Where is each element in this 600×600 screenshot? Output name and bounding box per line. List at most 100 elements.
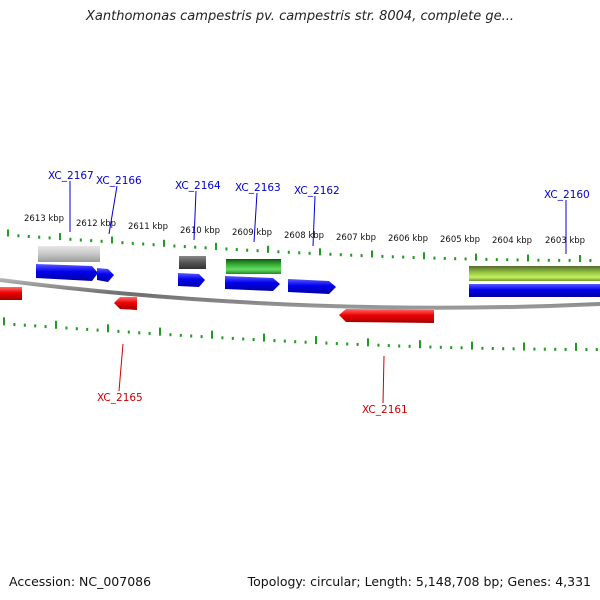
topology-summary: Topology: circular; Length: 5,148,708 bp…	[247, 574, 591, 589]
minor-tick	[589, 259, 592, 262]
gene-label-xc-2163[interactable]: XC_2163	[235, 182, 281, 194]
minor-tick	[194, 245, 197, 249]
minor-tick	[502, 347, 505, 351]
minor-tick	[356, 342, 359, 346]
feature-bar-gray[interactable]	[38, 246, 100, 262]
genome-title: Xanthomonas campestris pv. campestris st…	[86, 9, 514, 24]
major-tick	[315, 336, 317, 345]
minor-tick	[558, 258, 561, 262]
minor-tick	[69, 237, 72, 241]
forward-leader-lines	[69, 181, 567, 254]
minor-tick	[65, 326, 68, 330]
gene-arrow-forward[interactable]	[178, 273, 205, 287]
gene-arrow-forward[interactable]	[36, 264, 98, 281]
kbp-label: 2611 kbp	[128, 222, 168, 232]
minor-tick	[377, 343, 380, 347]
minor-tick	[173, 244, 176, 248]
minor-tick	[329, 252, 332, 256]
gene-label-xc-2160[interactable]: XC_2160	[544, 189, 590, 201]
minor-tick	[148, 331, 151, 335]
minor-tick	[27, 235, 30, 238]
kbp-label: 2613 kbp	[24, 214, 64, 224]
minor-tick	[242, 337, 245, 341]
minor-tick	[533, 347, 536, 351]
gene-bar-reverse[interactable]	[0, 287, 22, 300]
gene-arrow-forward[interactable]	[225, 276, 280, 291]
reverse-leader-lines	[118, 343, 385, 404]
kbp-label: 2606 kbp	[388, 234, 428, 244]
gene-arrow-reverse[interactable]	[114, 297, 137, 310]
major-tick	[55, 320, 57, 329]
kbp-label: 2608 kbp	[284, 231, 324, 241]
minor-tick	[179, 333, 182, 337]
minor-tick	[491, 347, 494, 350]
minor-tick	[44, 325, 47, 329]
gene-arrow-forward[interactable]	[97, 268, 114, 282]
minor-tick	[543, 347, 546, 351]
minor-tick	[252, 338, 255, 341]
minor-tick	[350, 253, 353, 257]
kbp-label: 2607 kbp	[336, 233, 376, 243]
gene-label-xc-2167[interactable]: XC_2167	[48, 170, 94, 182]
major-tick	[471, 341, 473, 350]
minor-tick	[398, 344, 401, 348]
minor-tick	[460, 346, 463, 350]
major-tick	[579, 255, 581, 262]
minor-tick	[554, 347, 557, 351]
feature-bar-dark[interactable]	[179, 256, 206, 269]
gene-label-xc-2165[interactable]: XC_2165	[97, 392, 143, 404]
major-tick	[7, 229, 9, 237]
gene-label-xc-2161[interactable]: XC_2161	[362, 404, 408, 416]
minor-tick	[96, 328, 99, 332]
feature-bar-olive[interactable]	[469, 266, 600, 281]
gene-arrow-reverse[interactable]	[339, 309, 434, 323]
minor-tick	[433, 256, 436, 260]
kbp-label: 2603 kbp	[545, 236, 585, 246]
outer-tick-ring	[7, 229, 592, 262]
minor-tick	[190, 334, 193, 338]
minor-tick	[339, 253, 342, 257]
kbp-scale: 2613 kbp 2612 kbp 2611 kbp 2610 kbp 2609…	[24, 214, 585, 246]
minor-tick	[273, 339, 276, 343]
minor-tick	[204, 246, 207, 250]
minor-tick	[564, 347, 567, 351]
major-tick	[423, 252, 425, 260]
minor-tick	[408, 344, 411, 348]
gene-label-xc-2164[interactable]: XC_2164	[175, 180, 221, 192]
minor-tick	[595, 348, 598, 351]
minor-tick	[568, 258, 571, 262]
reverse-gene-labels: XC_2165 XC_2161	[97, 392, 408, 416]
minor-tick	[585, 348, 588, 351]
major-tick	[59, 233, 61, 241]
minor-tick	[464, 257, 467, 261]
major-tick	[163, 239, 165, 247]
feature-bar-green[interactable]	[226, 259, 281, 274]
minor-tick	[402, 255, 405, 259]
minor-tick	[387, 344, 390, 348]
accession-label: Accession: NC_007086	[9, 574, 152, 589]
minor-tick	[75, 327, 78, 331]
minor-tick	[48, 236, 51, 240]
major-tick	[107, 324, 109, 333]
minor-tick	[131, 241, 134, 245]
forward-gene-labels: XC_2167 XC_2166 XC_2164 XC_2163 XC_2162 …	[48, 170, 590, 201]
minor-tick	[304, 340, 307, 344]
gene-label-xc-2162[interactable]: XC_2162	[294, 185, 340, 197]
minor-tick	[138, 331, 141, 335]
minor-tick	[335, 342, 338, 346]
major-tick	[475, 253, 477, 261]
gene-bar-forward[interactable]	[469, 284, 600, 297]
kbp-label: 2612 kbp	[76, 219, 116, 229]
gene-label-xc-2166[interactable]: XC_2166	[96, 175, 142, 187]
kbp-label: 2610 kbp	[180, 226, 220, 236]
minor-tick	[443, 256, 446, 260]
major-tick	[367, 338, 369, 347]
minor-tick	[412, 256, 415, 259]
minor-tick	[121, 241, 124, 245]
minor-tick	[100, 239, 103, 243]
gene-arrow-forward[interactable]	[288, 279, 336, 294]
minor-tick	[246, 248, 249, 252]
major-tick	[267, 245, 269, 253]
major-tick	[159, 327, 161, 336]
